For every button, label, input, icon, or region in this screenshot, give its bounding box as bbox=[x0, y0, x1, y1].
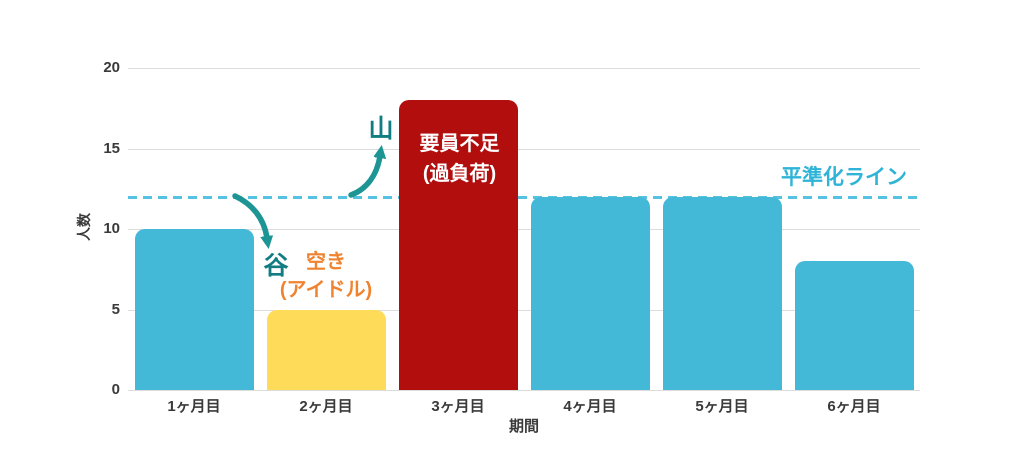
idle-label: 空き (アイドル) bbox=[266, 248, 386, 304]
y-tick-label: 20 bbox=[103, 59, 120, 76]
leveling-line-label: 平準化ライン bbox=[781, 166, 907, 189]
bar-month-4 bbox=[530, 196, 650, 390]
gridline bbox=[128, 309, 920, 311]
valley-label: 谷 bbox=[263, 252, 289, 280]
y-tick-label: 5 bbox=[111, 300, 120, 318]
y-tick-label: 0 bbox=[111, 381, 120, 398]
peak-arrow-icon bbox=[348, 156, 380, 198]
overload-label-line1: 要員不足 bbox=[419, 133, 500, 155]
idle-label-line2: (アイドル) bbox=[279, 279, 373, 301]
overload-label: 要員不足 (過負荷) bbox=[399, 129, 520, 189]
x-tick-label: 4ヶ月目 bbox=[563, 398, 617, 415]
bar-month-6 bbox=[794, 261, 914, 390]
gridline bbox=[128, 68, 920, 69]
bar-month-3 bbox=[398, 100, 518, 390]
leveling-line bbox=[128, 195, 920, 199]
overload-label-line2: (過負荷) bbox=[422, 163, 497, 185]
bar-month-5 bbox=[662, 196, 782, 390]
y-axis-title: 人数 bbox=[76, 213, 92, 241]
x-tick-label: 1ヶ月目 bbox=[167, 398, 221, 415]
x-tick-label: 5ヶ月目 bbox=[695, 398, 749, 415]
gridline bbox=[128, 148, 920, 150]
x-axis-title: 期間 bbox=[508, 418, 539, 435]
x-tick-label: 6ヶ月目 bbox=[827, 398, 881, 415]
x-tick-label: 2ヶ月目 bbox=[299, 398, 353, 415]
x-tick-label: 3ヶ月目 bbox=[431, 398, 485, 415]
peak-label: 山 bbox=[368, 115, 394, 143]
bar-month-1 bbox=[134, 229, 254, 390]
idle-label-line1: 空き bbox=[306, 251, 346, 273]
y-tick-label: 10 bbox=[103, 220, 120, 237]
gridline bbox=[128, 229, 920, 230]
y-tick-label: 15 bbox=[103, 139, 120, 157]
gridline bbox=[128, 390, 920, 391]
bar-month-2 bbox=[266, 309, 386, 390]
